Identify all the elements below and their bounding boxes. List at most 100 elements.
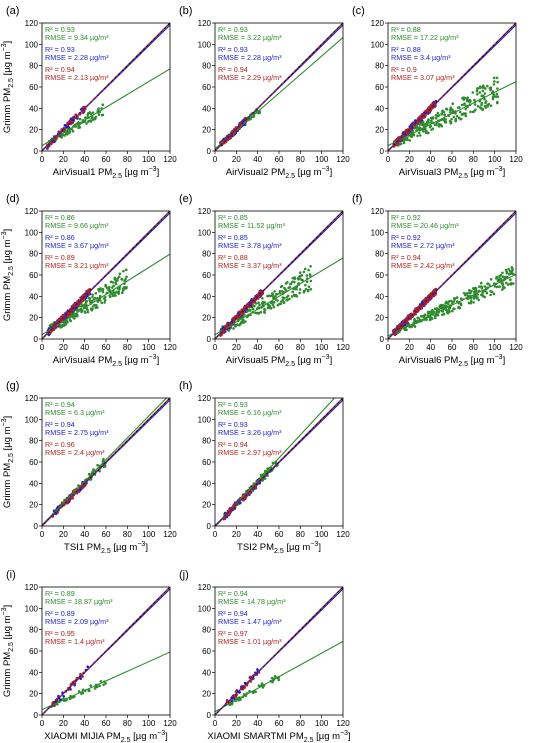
green-point	[454, 117, 458, 121]
green-point	[439, 123, 443, 127]
x-tick-label: 120	[336, 530, 350, 539]
green-point	[75, 314, 79, 318]
green-point	[475, 296, 479, 300]
y-tick-label: 60	[202, 83, 211, 92]
plot-area	[215, 398, 343, 526]
green-point	[100, 301, 104, 305]
green-point	[511, 282, 515, 285]
green-point	[101, 113, 105, 117]
green-point	[489, 293, 492, 297]
y-tick-label: 20	[375, 126, 384, 135]
green-point	[502, 275, 506, 279]
y-tick-label: 20	[29, 314, 38, 323]
y-axis-label: Grimm PM2.5 [µg m−3]	[1, 605, 15, 697]
green-point	[101, 287, 105, 291]
green-point	[68, 318, 72, 322]
red-point	[419, 114, 423, 118]
x-tick-label: 20	[59, 155, 68, 164]
green-point	[495, 92, 499, 96]
green-point	[276, 292, 279, 296]
green-point	[89, 684, 92, 687]
red-point	[62, 313, 66, 317]
blue-point	[53, 140, 56, 143]
x-tick-label: 100	[142, 719, 156, 728]
y-tick-label: 0	[207, 522, 212, 531]
green-rmse-label: RMSE = 17.22 µg/m³	[391, 33, 459, 42]
green-point	[91, 118, 95, 121]
x-axis-label-unit: [µg m	[295, 167, 322, 178]
red-r2-label: R² = 0.94	[45, 65, 75, 74]
panel-label: (b)	[179, 5, 192, 17]
green-point	[93, 116, 97, 120]
green-point	[97, 107, 100, 110]
x-tick-label: 40	[80, 530, 89, 539]
x-axis-label-sub: 2.5	[121, 737, 131, 743]
plot-area	[42, 23, 170, 151]
green-point	[471, 110, 475, 114]
green-point	[304, 287, 308, 291]
x-tick-label: 20	[405, 155, 414, 164]
green-point	[459, 302, 463, 305]
green-point	[124, 277, 127, 281]
red-point	[242, 498, 245, 502]
red-point	[70, 121, 74, 125]
x-tick-label: 60	[102, 719, 111, 728]
green-point	[480, 103, 483, 107]
panel-label: (i)	[6, 569, 16, 581]
green-r2-label: R² = 0.88	[391, 25, 421, 34]
green-point	[290, 295, 294, 298]
green-point	[104, 682, 107, 685]
green-point	[112, 284, 115, 288]
green-point	[80, 692, 83, 695]
y-tick-label: 60	[375, 271, 384, 280]
green-point	[486, 84, 489, 88]
green-point	[272, 305, 276, 309]
x-axis-label-unit: [µg m	[468, 167, 495, 178]
y-tick-label: 80	[202, 62, 211, 71]
green-point	[93, 303, 96, 307]
red-fit-line	[42, 211, 170, 339]
y-tick-label: 60	[29, 458, 38, 467]
green-point	[117, 275, 121, 278]
green-point	[448, 310, 451, 314]
x-axis-label-sub: 2.5	[112, 361, 122, 368]
y-tick-label: 20	[29, 501, 38, 510]
green-point	[64, 132, 68, 136]
panel-b: (b) 0 20 40 60 80 100 120 0 20 40 60 80 100 120 R² = 0.…	[179, 5, 350, 180]
blue-r2-label: R² = 0.94	[218, 609, 248, 618]
green-point	[285, 295, 289, 299]
green-point	[113, 291, 117, 295]
green-point	[450, 108, 454, 111]
green-point	[111, 281, 115, 284]
red-point	[396, 142, 400, 145]
green-point	[427, 121, 430, 125]
green-point	[278, 291, 282, 295]
green-point	[121, 287, 125, 291]
y-tick-label: 80	[202, 626, 211, 635]
plot-area	[42, 211, 170, 339]
green-point	[91, 115, 94, 119]
green-point	[269, 307, 273, 310]
green-r2-label: R² = 0.94	[218, 589, 248, 598]
green-point	[428, 318, 432, 322]
green-point	[90, 299, 94, 303]
x-axis-label-main: AirVisual5 PM	[226, 355, 286, 366]
y-tick-label: 40	[202, 104, 211, 113]
green-point	[505, 271, 509, 275]
green-point	[85, 122, 88, 125]
y-tick-label: 100	[371, 40, 385, 49]
y-tick-label: 80	[29, 250, 38, 259]
red-fit-line	[388, 23, 516, 151]
green-point	[83, 310, 87, 313]
green-point	[309, 287, 313, 291]
y-axis-label-exp: −3	[1, 43, 8, 51]
green-point	[243, 313, 246, 317]
x-axis-label-end: ]	[157, 167, 160, 178]
green-point	[272, 295, 276, 299]
y-tick-label: 0	[34, 522, 39, 531]
green-point	[418, 123, 421, 126]
green-point	[63, 323, 67, 327]
green-point	[298, 274, 302, 278]
green-point	[455, 296, 459, 299]
x-tick-label: 100	[315, 719, 329, 728]
